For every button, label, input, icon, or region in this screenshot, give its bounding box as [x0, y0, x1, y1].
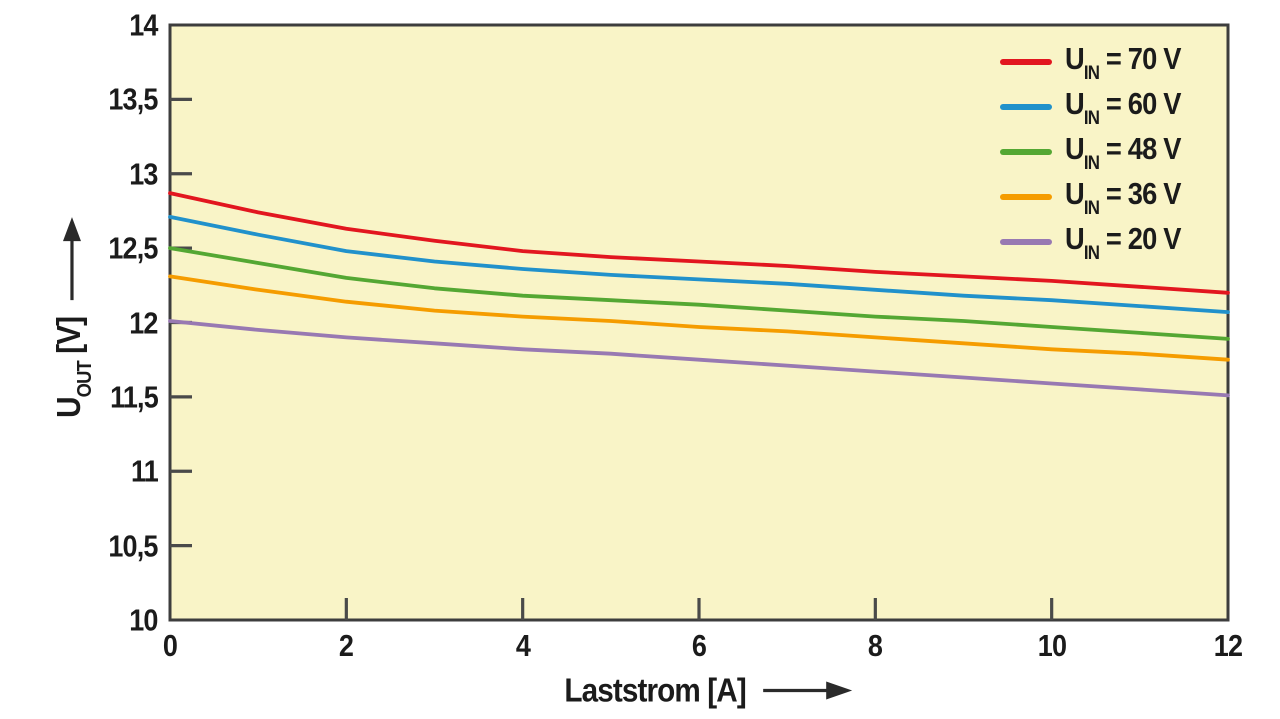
legend-label: UIN = 70 V: [1065, 40, 1181, 85]
x-axis-arrow-icon: [762, 681, 852, 699]
y-axis-tick-label: 10,5: [108, 528, 159, 564]
x-axis-title-text: Laststrom [A]: [564, 671, 746, 709]
y-axis-tick-label: 14: [129, 7, 159, 43]
y-axis-tick-label: 12,5: [108, 230, 159, 266]
legend-row: UIN = 48 V: [1000, 130, 1196, 175]
y-axis-tick-label: 13,5: [108, 81, 159, 117]
y-axis-tick-label: 10: [129, 602, 159, 638]
legend-line-swatch: [1000, 238, 1052, 245]
x-axis-tick-label: 12: [1213, 628, 1243, 663]
series-line-48v: [168, 246, 1230, 341]
legend-label: UIN = 36 V: [1065, 175, 1181, 220]
y-axis-tick-label: 13: [129, 156, 159, 192]
x-axis-tick-label: 4: [515, 628, 531, 663]
x-axis-tick-label: 2: [339, 628, 354, 663]
plot-area: [168, 23, 1230, 622]
series-line-20v: [168, 319, 1230, 398]
x-axis-title: Laststrom [A]: [544, 674, 854, 707]
legend-row: UIN = 60 V: [1000, 85, 1196, 130]
legend-line-swatch: [1000, 193, 1052, 200]
legend-label: UIN = 48 V: [1065, 130, 1181, 175]
x-axis-tick-label: 6: [691, 628, 707, 663]
series-line-60v: [168, 214, 1230, 315]
y-axis-arrow-icon: [62, 216, 81, 300]
legend-line-swatch: [1000, 58, 1052, 65]
y-axis-title: UOUT [V]: [49, 215, 97, 429]
x-axis-tick-label: 10: [1037, 628, 1066, 663]
y-axis-tick-label: 12: [129, 305, 159, 340]
series-line-36v: [168, 274, 1230, 362]
legend: UIN = 70 V UIN = 60 V UIN = 48 V UIN = 36 V…: [1000, 40, 1196, 265]
series-line-70v: [168, 191, 1230, 295]
y-axis-tick-label: 11: [131, 453, 159, 489]
legend-row: UIN = 36 V: [1000, 175, 1196, 220]
legend-line-swatch: [1000, 103, 1052, 110]
legend-row: UIN = 20 V: [1000, 220, 1196, 265]
legend-row: UIN = 70 V: [1000, 40, 1196, 85]
x-axis-tick-label: 8: [868, 628, 883, 663]
legend-label: UIN = 60 V: [1065, 85, 1181, 130]
legend-label: UIN = 20 V: [1065, 220, 1181, 265]
x-axis-tick-label: 0: [162, 628, 178, 663]
y-axis-tick-label: 11,5: [110, 379, 159, 415]
legend-line-swatch: [1000, 148, 1052, 155]
y-axis-title-text: UOUT [V]: [49, 316, 97, 418]
